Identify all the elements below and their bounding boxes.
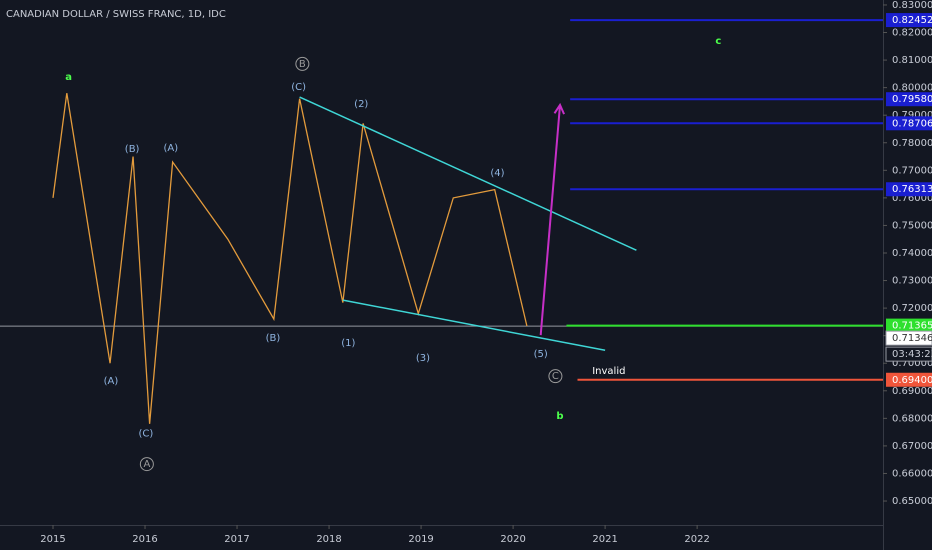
wave-label: (1) (341, 338, 355, 349)
trendline (342, 299, 606, 352)
level-label-box (886, 318, 932, 333)
projection-arrow (539, 102, 565, 336)
level-label-box (886, 372, 932, 387)
trendline (299, 96, 637, 251)
current-price-box (885, 330, 932, 346)
x-tick-label: 2017 (224, 534, 249, 545)
wave-label: C (552, 371, 559, 382)
wave-label: (B) (125, 144, 140, 155)
wave-label: (2) (354, 99, 368, 110)
x-tick-label: 2018 (316, 534, 341, 545)
y-tick-label: 0.83000 (892, 0, 932, 11)
wave-label: (C) (139, 429, 154, 440)
countdown-label: 03:43:23 (892, 349, 932, 360)
level-label: 0.82452 (892, 15, 932, 26)
countdown-box (885, 346, 932, 362)
x-tick-label: 2022 (684, 534, 709, 545)
x-tick-label: 2016 (132, 534, 157, 545)
level-label-box (886, 13, 932, 28)
current-price-label: 0.71346 (892, 333, 932, 344)
y-tick-label: 0.79000 (892, 110, 932, 121)
level-label: 0.71365 (892, 321, 932, 332)
wave-label: (4) (490, 168, 504, 179)
x-tick-label: 2021 (592, 534, 617, 545)
x-tick-label: 2015 (40, 534, 65, 545)
wave-label: (5) (534, 349, 548, 360)
wave-label: Invalid (592, 366, 625, 377)
level-label-box (886, 182, 932, 197)
y-tick-label: 0.70000 (892, 358, 932, 369)
wave-label: (A) (104, 376, 119, 387)
price-line (52, 93, 528, 424)
chart-title: CANADIAN DOLLAR / SWISS FRANC, 1D, IDC (6, 9, 226, 20)
wave-circle (548, 369, 563, 384)
wave-circle (295, 56, 310, 71)
level-label: 0.79580 (892, 94, 932, 105)
wave-label: (A) (163, 143, 178, 154)
wave-label: (B) (266, 333, 281, 344)
wave-label: c (715, 36, 721, 47)
level-label: 0.78706 (892, 118, 932, 129)
wave-label: A (143, 459, 150, 470)
wave-label: (3) (416, 353, 430, 364)
y-tick-label: 0.67000 (892, 441, 932, 452)
y-tick-label: 0.80000 (892, 83, 932, 94)
wave-label: b (556, 411, 563, 422)
wave-label: B (299, 59, 306, 70)
y-tick-label: 0.72000 (892, 303, 932, 314)
y-tick-label: 0.66000 (892, 468, 932, 479)
wave-circle (139, 457, 154, 472)
y-tick-label: 0.69000 (892, 386, 932, 397)
y-tick-label: 0.81000 (892, 55, 932, 66)
wave-label: a (65, 72, 72, 83)
wave-label: (C) (291, 82, 306, 93)
y-tick-label: 0.74000 (892, 248, 932, 259)
y-tick-label: 0.82000 (892, 28, 932, 39)
y-tick-label: 0.65000 (892, 496, 932, 507)
level-label-box (886, 116, 932, 131)
level-label: 0.76313 (892, 184, 932, 195)
y-tick-label: 0.78000 (892, 138, 932, 149)
y-tick-label: 0.76000 (892, 193, 932, 204)
level-label-box (886, 92, 932, 107)
y-tick-label: 0.68000 (892, 413, 932, 424)
y-tick-label: 0.73000 (892, 276, 932, 287)
level-label: 0.69400 (892, 375, 932, 386)
y-tick-label: 0.75000 (892, 220, 932, 231)
y-tick-label: 0.77000 (892, 165, 932, 176)
x-tick-label: 2020 (500, 534, 525, 545)
x-tick-label: 2019 (408, 534, 433, 545)
